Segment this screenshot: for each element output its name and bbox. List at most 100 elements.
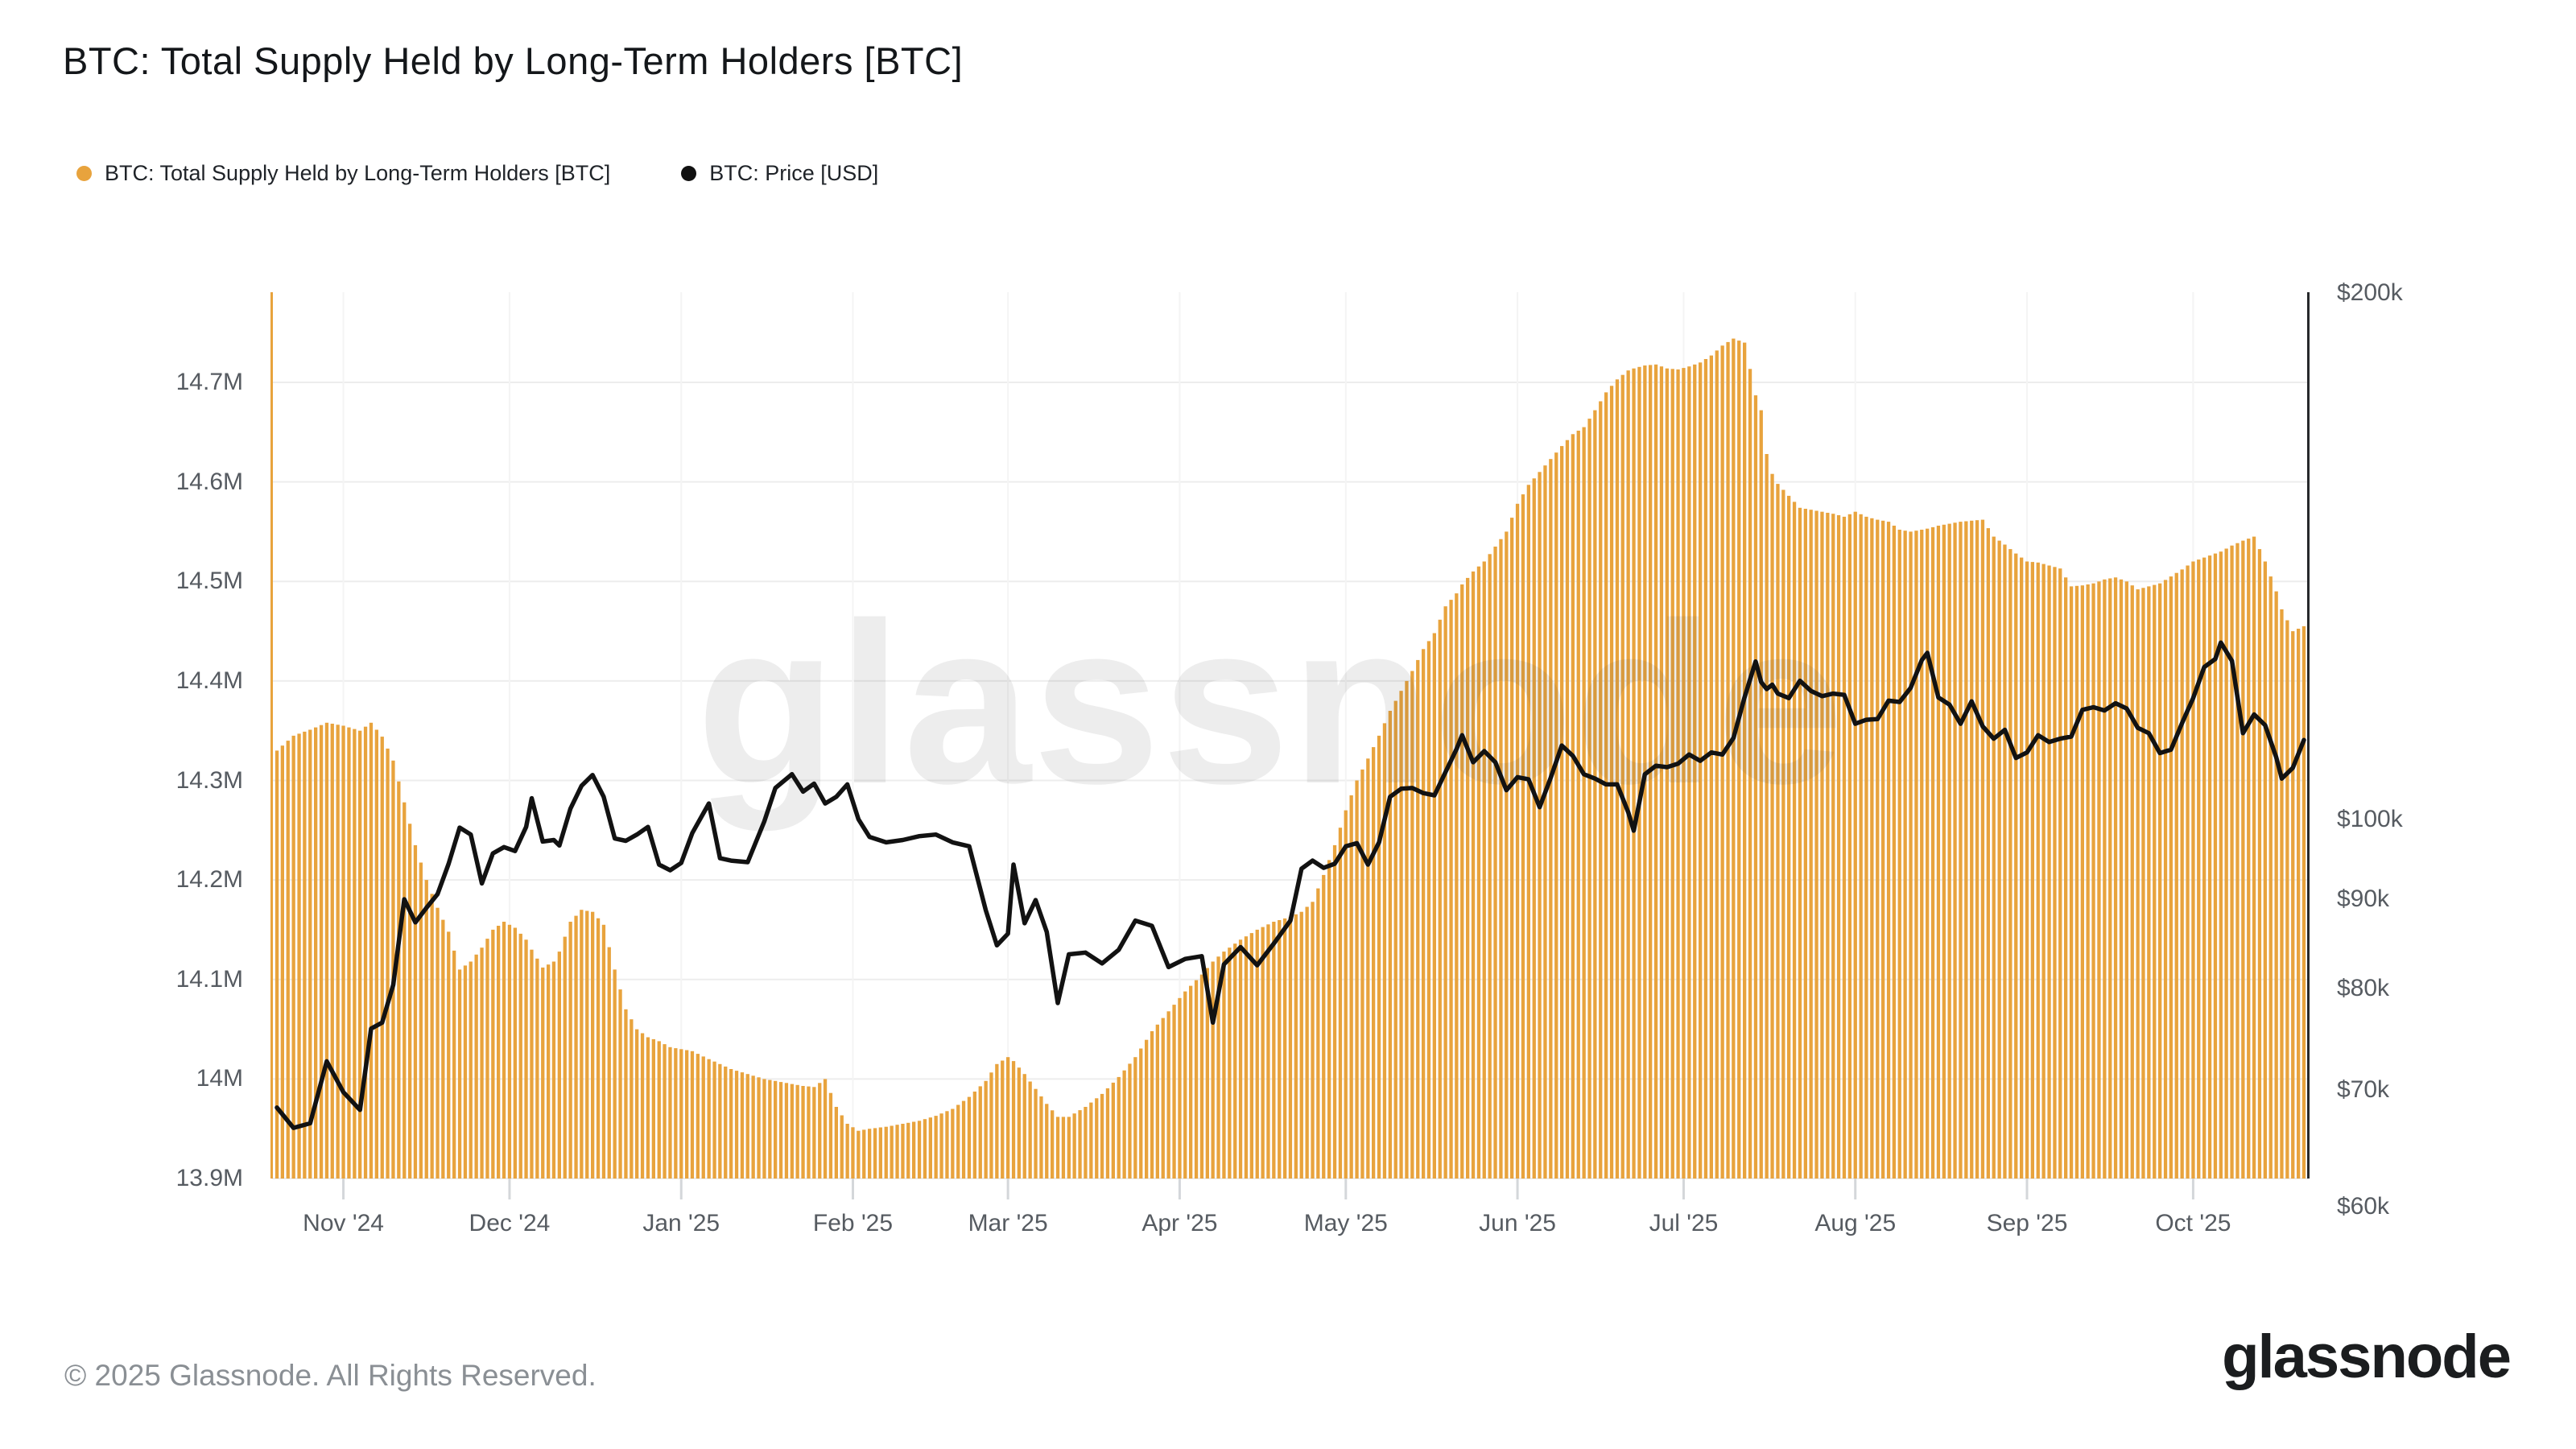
y-left-tick-label: 14.7M [175, 369, 243, 395]
supply-bar [624, 1009, 628, 1179]
supply-bar [297, 733, 301, 1179]
left-axis-line [270, 292, 273, 1179]
supply-bar [574, 915, 578, 1179]
supply-bar [707, 1059, 711, 1179]
supply-bar [568, 922, 572, 1179]
supply-bar [1870, 518, 1874, 1179]
supply-bar [1410, 671, 1414, 1179]
supply-bar [436, 907, 440, 1179]
supply-bar [1538, 472, 1542, 1179]
supply-bar [1787, 495, 1791, 1179]
supply-bar [1743, 342, 1747, 1179]
supply-bar [1172, 1005, 1176, 1179]
supply-bar [1599, 401, 1603, 1179]
supply-bar [1278, 920, 1282, 1179]
supply-bar [2297, 629, 2301, 1179]
x-tick-label: Sep '25 [1986, 1210, 2068, 1236]
supply-bar [1820, 511, 1824, 1179]
supply-bar [961, 1100, 966, 1179]
supply-bar [2119, 579, 2124, 1179]
supply-bar [1288, 916, 1293, 1179]
supply-bar [701, 1056, 705, 1179]
supply-bar [374, 729, 378, 1179]
supply-bar [2069, 586, 2074, 1179]
supply-bar [2003, 544, 2007, 1179]
supply-bar [1078, 1110, 1082, 1179]
supply-bar [2230, 545, 2234, 1179]
supply-bar [1670, 369, 1674, 1179]
supply-bar [1382, 723, 1387, 1179]
supply-bar [1272, 922, 1276, 1179]
supply-bars [275, 338, 2306, 1179]
supply-bar [2008, 549, 2013, 1179]
supply-bar [1011, 1061, 1016, 1179]
supply-bar [2153, 584, 2157, 1179]
supply-bar [724, 1066, 728, 1179]
supply-bar [1753, 395, 1758, 1179]
legend-item-price[interactable]: BTC: Price [USD] [681, 161, 878, 186]
supply-bar [491, 929, 495, 1179]
glassnode-logo: glassnode [2222, 1323, 2512, 1391]
supply-bar [1166, 1011, 1170, 1179]
supply-bar [1709, 355, 1713, 1179]
supply-bar [463, 965, 468, 1179]
supply-bar [2247, 539, 2251, 1179]
supply-bar [613, 969, 617, 1179]
supply-bar [1255, 929, 1259, 1179]
supply-bar [1238, 939, 1243, 1179]
supply-bar [823, 1079, 828, 1179]
supply-bar [480, 947, 484, 1179]
legend-item-supply[interactable]: BTC: Total Supply Held by Long-Term Hold… [76, 161, 610, 186]
supply-bar [1881, 520, 1885, 1179]
supply-bar [1327, 860, 1331, 1179]
supply-bar [541, 967, 545, 1179]
supply-bar [663, 1044, 667, 1179]
supply-bar [906, 1122, 910, 1179]
supply-bar [1814, 510, 1818, 1179]
y-left-tick-label: 14.2M [175, 866, 243, 894]
supply-bar [740, 1072, 745, 1179]
supply-bar [1765, 454, 1769, 1179]
supply-bar [1372, 747, 1376, 1179]
y-left-tick-label: 13.9M [175, 1165, 243, 1191]
supply-bar [734, 1071, 739, 1179]
supply-bar [386, 748, 390, 1179]
supply-bar [452, 950, 456, 1179]
supply-bar [1366, 758, 1370, 1179]
supply-bar [1543, 465, 1547, 1179]
price-series-dot-icon [681, 166, 697, 181]
supply-bar [690, 1051, 695, 1179]
supply-bar [1676, 369, 1680, 1179]
supply-bar [1737, 341, 1741, 1179]
supply-bar [1388, 711, 1392, 1179]
supply-bar [2014, 553, 2018, 1179]
supply-bar [1377, 735, 1381, 1179]
legend: BTC: Total Supply Held by Long-Term Hold… [76, 161, 878, 186]
supply-bar [601, 924, 606, 1179]
supply-bar [330, 724, 334, 1179]
supply-bar [2141, 588, 2145, 1179]
supply-bar [1959, 522, 1963, 1179]
supply-bar [441, 919, 445, 1179]
supply-bar [1554, 452, 1558, 1179]
supply-bar [502, 922, 506, 1179]
supply-bar [1565, 440, 1570, 1179]
supply-series-dot-icon [76, 166, 92, 181]
supply-bar [745, 1074, 749, 1179]
supply-bar [1199, 974, 1204, 1179]
supply-bar [984, 1080, 988, 1179]
supply-bar [2136, 589, 2140, 1179]
supply-bar [341, 725, 345, 1179]
supply-bar [657, 1041, 661, 1179]
supply-bar [1133, 1057, 1137, 1179]
supply-bar [1139, 1048, 1143, 1179]
supply-bar [2086, 584, 2090, 1179]
supply-bar [1022, 1074, 1026, 1179]
supply-bar [1549, 459, 1553, 1179]
supply-bar [1515, 503, 1520, 1179]
supply-bar [1930, 526, 1935, 1179]
y-right-tick-label: $70k [2337, 1076, 2390, 1104]
supply-bar [1947, 523, 1951, 1179]
supply-bar [430, 894, 434, 1179]
